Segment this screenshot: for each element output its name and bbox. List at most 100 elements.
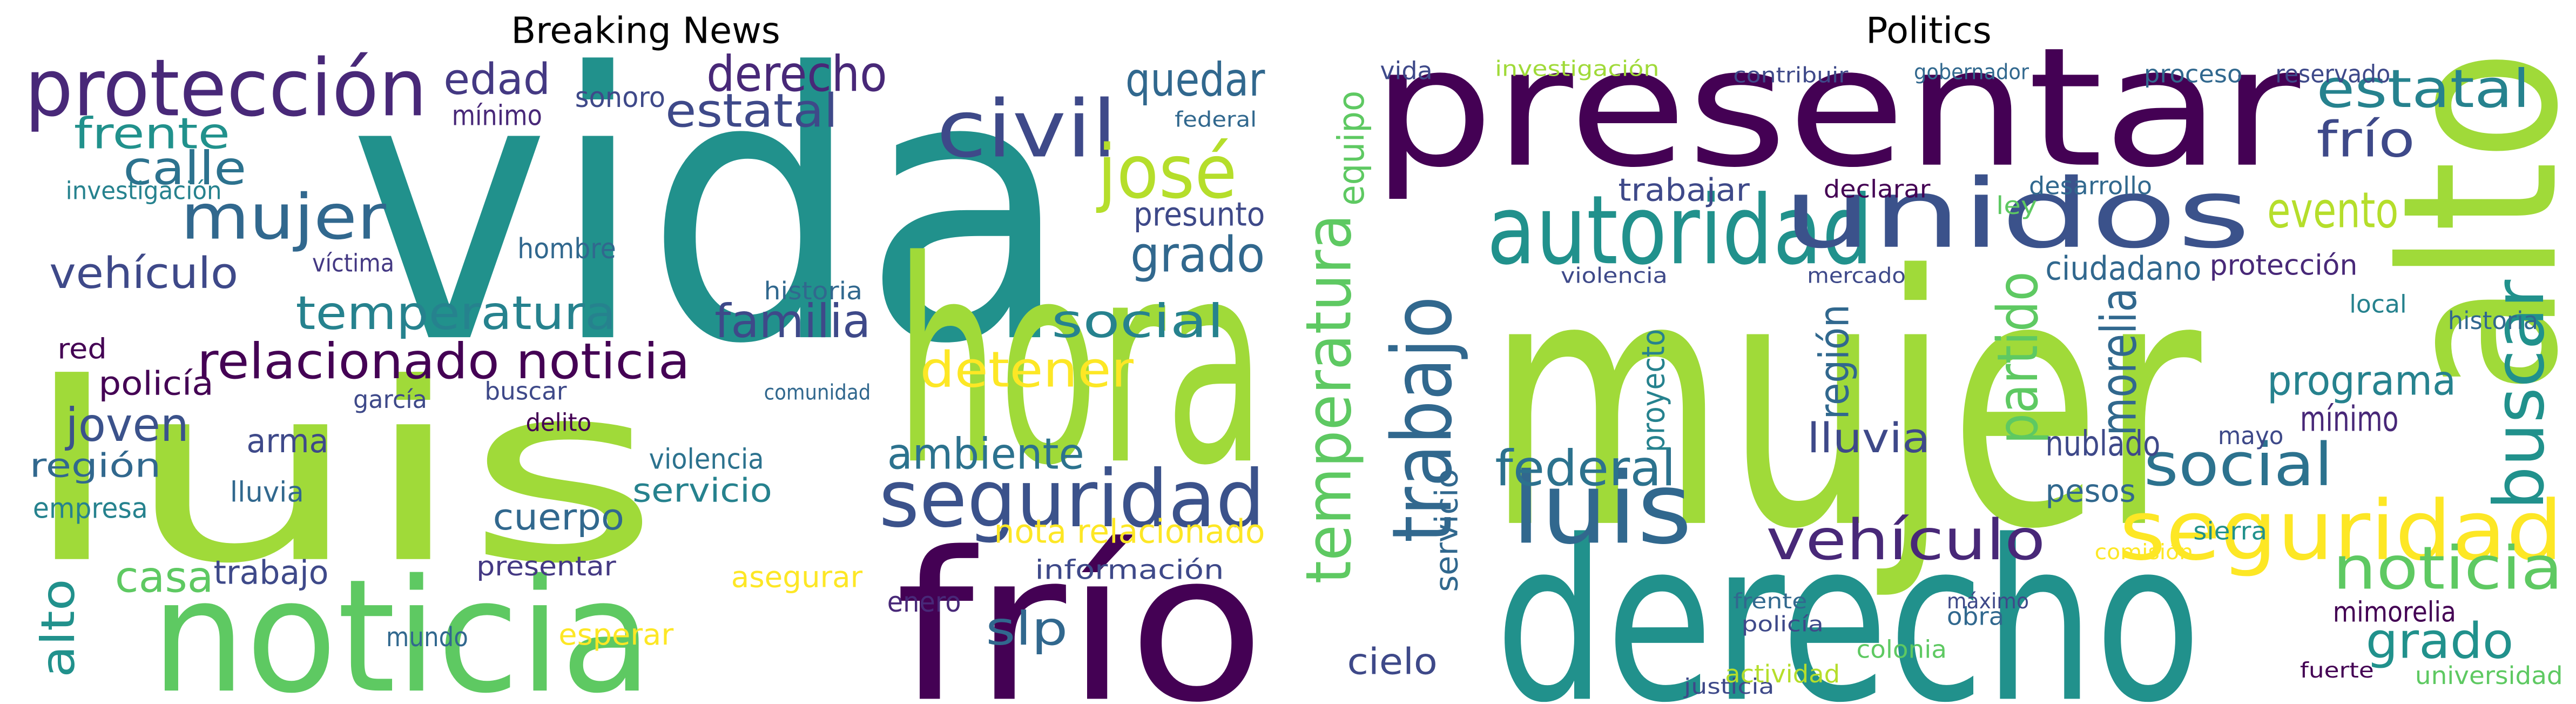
word: investigación: [66, 177, 222, 205]
word: trabajo: [213, 554, 328, 592]
word: temperatura: [1293, 214, 1366, 584]
word: mínimo: [452, 100, 542, 132]
word: mínimo: [2300, 400, 2399, 440]
word: lluvia: [230, 476, 304, 508]
word: josé: [1096, 130, 1237, 216]
word: actividad: [1725, 660, 1840, 688]
word: grado: [2366, 612, 2514, 669]
panel-title: Politics: [1866, 10, 1992, 52]
word: historia: [2448, 306, 2538, 335]
word: frente: [74, 109, 230, 158]
word: frente: [1733, 589, 1807, 614]
word: policía: [99, 365, 214, 403]
word: federal: [1175, 108, 1257, 132]
word: slp: [986, 602, 1068, 656]
word: violencia: [1561, 264, 1668, 289]
word: mercado: [1807, 264, 1906, 289]
word: hombre: [517, 233, 616, 265]
word: social: [1051, 295, 1224, 348]
word: vehículo: [1766, 508, 2045, 573]
word: familia: [714, 295, 871, 348]
word: máximo: [1947, 589, 2029, 614]
word: grado: [1130, 225, 1265, 283]
word: proyecto: [1635, 329, 1672, 452]
word: comisión: [2095, 540, 2194, 565]
word: enero: [887, 586, 961, 619]
word: morelia: [2090, 288, 2148, 436]
word: gobernador: [1914, 60, 2029, 85]
word: luis: [1512, 452, 1692, 566]
word: equipo: [1330, 91, 1372, 206]
word: sierra: [2193, 517, 2267, 545]
word: proceso: [2144, 60, 2243, 89]
word: luis: [20, 330, 660, 618]
word: edad: [443, 55, 550, 104]
word: violencia: [649, 443, 764, 475]
word: pesos: [2045, 472, 2135, 509]
word: vida: [348, 0, 1071, 424]
word: social: [2144, 430, 2333, 499]
word: colonia: [1857, 635, 1947, 663]
word: presunto: [1134, 196, 1265, 233]
word: mayo: [2218, 421, 2284, 450]
word: frío: [895, 508, 1265, 704]
word: ciudadano: [2045, 250, 2201, 288]
word: ley: [1996, 191, 2037, 220]
word: cuerpo: [493, 496, 624, 538]
word: federal: [1495, 439, 1676, 497]
word: universidad: [2415, 661, 2563, 690]
word: justicia: [1683, 674, 1775, 699]
word: región: [30, 447, 161, 485]
word: ambiente: [887, 429, 1084, 479]
word: delito: [525, 408, 591, 437]
word: joven: [65, 399, 189, 452]
word: buscar: [484, 377, 567, 406]
word: empresa: [33, 493, 148, 525]
word: trabajo: [1374, 296, 1470, 542]
word: reservado: [2275, 60, 2390, 89]
word: unidos: [1783, 158, 2251, 270]
word: presentar: [1372, 12, 2302, 204]
word: fuerte: [2300, 658, 2374, 683]
word: investigación: [1495, 56, 1659, 81]
word: víctima: [312, 249, 394, 277]
word: alto: [2357, 50, 2576, 395]
word: seguridad: [879, 453, 1265, 545]
word: servicio: [632, 472, 772, 509]
word: alto: [32, 579, 85, 678]
word: mundo: [386, 622, 468, 653]
word: buscar: [2479, 279, 2560, 509]
word: vehículo: [49, 249, 238, 298]
word: autoridad: [1487, 175, 1873, 286]
word: estatal: [665, 85, 838, 138]
word: derecho: [1495, 493, 2201, 704]
word: seguridad: [2119, 483, 2562, 579]
word: policía: [1742, 612, 1824, 637]
word: calle: [123, 142, 246, 196]
word: noticia: [2333, 534, 2563, 603]
word: casa: [115, 553, 214, 602]
word: derecho: [706, 45, 887, 103]
word: arma: [246, 423, 328, 460]
word: declarar: [1824, 175, 1931, 204]
word: nota relacionado: [994, 513, 1265, 551]
word: mujer: [181, 182, 387, 254]
word: partido: [1986, 271, 2051, 444]
word: mimorelia: [2333, 596, 2456, 628]
word: obra: [1947, 602, 2004, 631]
word: cielo: [1347, 641, 1438, 683]
word: estatal: [2316, 58, 2530, 119]
word: quedar: [1125, 53, 1265, 107]
word: lluvia: [1807, 414, 1930, 462]
word: frío: [2316, 110, 2415, 168]
word: evento: [2267, 181, 2398, 239]
word: historia: [764, 277, 863, 305]
word: garcía: [353, 385, 427, 414]
word: esperar: [558, 617, 673, 652]
word: noticia: [151, 546, 652, 704]
word: comunidad: [764, 380, 871, 405]
word: sonoro: [575, 82, 665, 114]
word: vida: [1380, 57, 1432, 85]
